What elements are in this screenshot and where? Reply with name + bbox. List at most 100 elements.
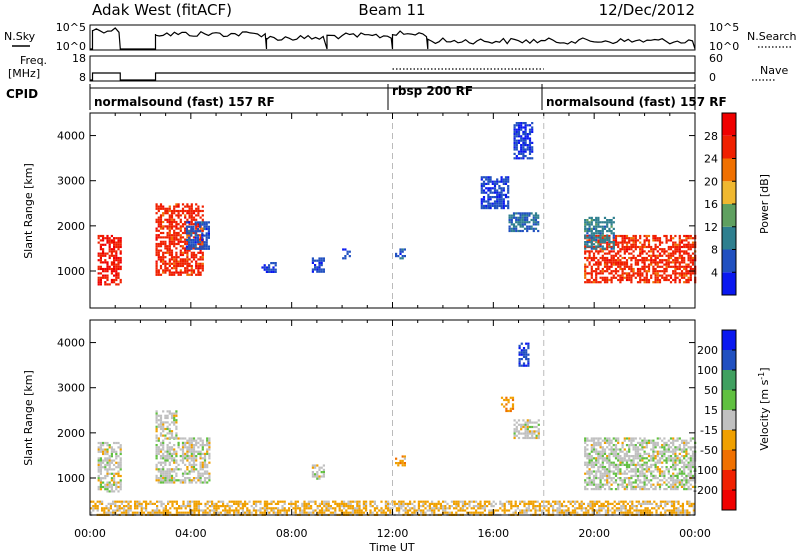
heatmap-cell [639, 278, 642, 282]
heatmap-cell [201, 214, 204, 217]
heatmap-cell [190, 243, 193, 246]
heatmap-cell [431, 502, 434, 505]
heatmap-cell [632, 237, 635, 240]
heatmap-cell [619, 276, 622, 279]
heatmap-cell [129, 500, 132, 503]
heatmap-cell [632, 245, 635, 249]
heatmap-cell [173, 448, 176, 451]
heatmap-cell [502, 193, 505, 196]
heatmap-cell [173, 220, 176, 224]
heatmap-cell [268, 270, 271, 273]
heatmap-cell [503, 398, 506, 402]
heatmap-cell [619, 241, 622, 244]
heatmap-cell [119, 481, 122, 484]
nsearch-label: N.Search [747, 30, 797, 43]
heatmap-cell [424, 502, 427, 505]
heatmap-cell [612, 239, 615, 242]
heatmap-cell [184, 214, 187, 217]
heatmap-cell [590, 437, 593, 440]
heatmap-cell [522, 347, 526, 350]
heatmap-cell [687, 248, 690, 251]
heatmap-cell [155, 238, 158, 241]
heatmap-cell [600, 509, 603, 512]
heatmap-cell [203, 477, 207, 480]
heatmap-cell [590, 241, 593, 244]
heatmap-cell [687, 461, 690, 464]
heatmap-cell [608, 452, 611, 455]
heatmap-cell [102, 444, 105, 447]
heatmap-cell [625, 274, 629, 277]
heatmap-cell [522, 155, 525, 158]
heatmap-cell [327, 509, 330, 512]
heatmap-cell [168, 223, 171, 226]
heatmap-cell [362, 511, 365, 514]
heatmap-cell [643, 483, 646, 486]
heatmap-cell [155, 269, 158, 272]
heatmap-cell [94, 502, 97, 505]
heatmap-cell [102, 243, 105, 246]
heatmap-cell [162, 423, 165, 426]
x-tick-label: 12:00 [377, 527, 409, 540]
heatmap-cell [590, 216, 593, 219]
heatmap-cell [606, 263, 609, 266]
heatmap-cell [505, 509, 508, 512]
heatmap-cell [310, 500, 313, 503]
heatmap-cell [90, 511, 93, 514]
heatmap-cell [678, 267, 681, 271]
heatmap-cell [517, 141, 521, 144]
heatmap-cell [97, 265, 100, 268]
heatmap-cell [639, 259, 642, 262]
heatmap-cell [393, 500, 396, 503]
heatmap-cell [574, 507, 577, 510]
heatmap-cell [199, 249, 202, 252]
heatmap-cell [159, 425, 163, 428]
heatmap-cell [672, 483, 675, 486]
heatmap-cell [106, 252, 109, 255]
heatmap-cell [211, 509, 214, 512]
heatmap-cell [404, 507, 407, 510]
heatmap-cell [623, 261, 626, 264]
heatmap-cell [592, 256, 596, 260]
heatmap-cell [439, 505, 442, 508]
heatmap-cell [439, 502, 442, 505]
heatmap-cell [517, 221, 520, 224]
heatmap-cell [535, 421, 538, 424]
heatmap-cell [292, 502, 295, 505]
heatmap-cell [168, 227, 171, 230]
heatmap-cell [614, 439, 618, 442]
heatmap-cell [606, 252, 609, 255]
heatmap-cell [669, 450, 673, 453]
colorbar-tick-label: 28 [704, 130, 718, 143]
heatmap-cell [673, 507, 676, 510]
heatmap-cell [608, 230, 611, 233]
heatmap-cell [181, 209, 185, 213]
heatmap-cell [628, 439, 631, 442]
heatmap-cell [647, 243, 651, 246]
heatmap-cell [235, 502, 238, 505]
heatmap-cell [612, 247, 615, 250]
heatmap-cell [206, 463, 209, 466]
heatmap-cell [689, 474, 692, 477]
heatmap-cell [590, 488, 593, 491]
heatmap-cell [654, 461, 657, 464]
heatmap-cell [619, 248, 622, 251]
heatmap-cell [459, 500, 462, 503]
heatmap-cell [558, 507, 561, 510]
heatmap-cell [168, 207, 171, 210]
heatmap-cell [662, 507, 665, 510]
heatmap-cell [104, 261, 107, 264]
heatmap-cell [680, 276, 684, 279]
heatmap-cell [630, 439, 633, 442]
heatmap-cell [371, 505, 374, 508]
heatmap-cell [603, 468, 607, 471]
heatmap-cell [94, 507, 97, 510]
heatmap-cell [643, 259, 646, 262]
heatmap-cell [610, 256, 613, 260]
heatmap-cell [115, 455, 118, 458]
heatmap-cell [199, 271, 202, 274]
heatmap-cell [692, 509, 695, 512]
heatmap-cell [556, 507, 559, 510]
heatmap-cell [181, 446, 185, 449]
heatmap-cell [630, 278, 633, 282]
heatmap-cell [186, 218, 189, 221]
